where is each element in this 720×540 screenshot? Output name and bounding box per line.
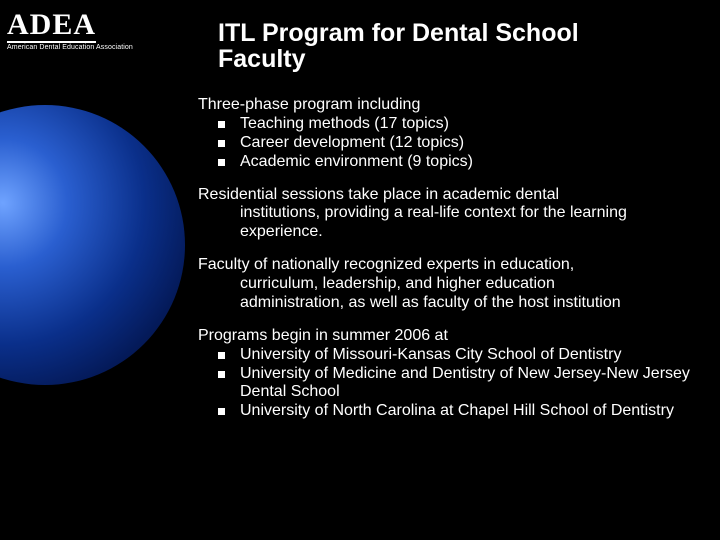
body-section: Three-phase program includingTeaching me… xyxy=(198,96,698,172)
title-line-1: ITL Program for Dental School xyxy=(218,20,579,46)
bullet-item: Academic environment (9 topics) xyxy=(198,153,698,172)
bullet-item: Career development (12 topics) xyxy=(198,134,698,153)
bullet-square-icon xyxy=(218,159,225,166)
bullet-text: University of Medicine and Dentistry of … xyxy=(240,365,698,403)
section-continuation: institutions, providing a real-life cont… xyxy=(198,204,698,223)
section-lead: Residential sessions take place in acade… xyxy=(198,186,698,205)
bullet-text: Academic environment (9 topics) xyxy=(240,153,698,172)
logo: ADEA American Dental Education Associati… xyxy=(7,10,133,51)
section-continuation: curriculum, leadership, and higher educa… xyxy=(198,275,698,294)
bullet-text: University of North Carolina at Chapel H… xyxy=(240,402,698,421)
bullet-square-icon xyxy=(218,408,225,415)
bullet-item: Teaching methods (17 topics) xyxy=(198,115,698,134)
logo-sub-text: American Dental Education Association xyxy=(7,44,133,51)
slide-body: Three-phase program includingTeaching me… xyxy=(198,96,698,435)
bullet-square-icon xyxy=(218,352,225,359)
slide: ADEA American Dental Education Associati… xyxy=(0,0,720,540)
bullet-item: University of North Carolina at Chapel H… xyxy=(198,402,698,421)
bullet-item: University of Missouri-Kansas City Schoo… xyxy=(198,346,698,365)
decorative-sphere xyxy=(0,105,185,385)
bullet-square-icon xyxy=(218,140,225,147)
title-line-2: Faculty xyxy=(218,46,579,72)
bullet-text: University of Missouri-Kansas City Schoo… xyxy=(240,346,698,365)
body-section: Residential sessions take place in acade… xyxy=(198,186,698,243)
section-lead: Faculty of nationally recognized experts… xyxy=(198,256,698,275)
slide-title: ITL Program for Dental School Faculty xyxy=(218,20,579,73)
bullet-text: Teaching methods (17 topics) xyxy=(240,115,698,134)
logo-main-text: ADEA xyxy=(7,10,96,43)
section-continuation: administration, as well as faculty of th… xyxy=(198,294,698,313)
bullet-text: Career development (12 topics) xyxy=(240,134,698,153)
section-continuation: experience. xyxy=(198,223,698,242)
body-section: Programs begin in summer 2006 atUniversi… xyxy=(198,327,698,421)
bullet-item: University of Medicine and Dentistry of … xyxy=(198,365,698,403)
bullet-square-icon xyxy=(218,371,225,378)
section-lead: Three-phase program including xyxy=(198,96,698,115)
body-section: Faculty of nationally recognized experts… xyxy=(198,256,698,313)
section-lead: Programs begin in summer 2006 at xyxy=(198,327,698,346)
bullet-square-icon xyxy=(218,121,225,128)
